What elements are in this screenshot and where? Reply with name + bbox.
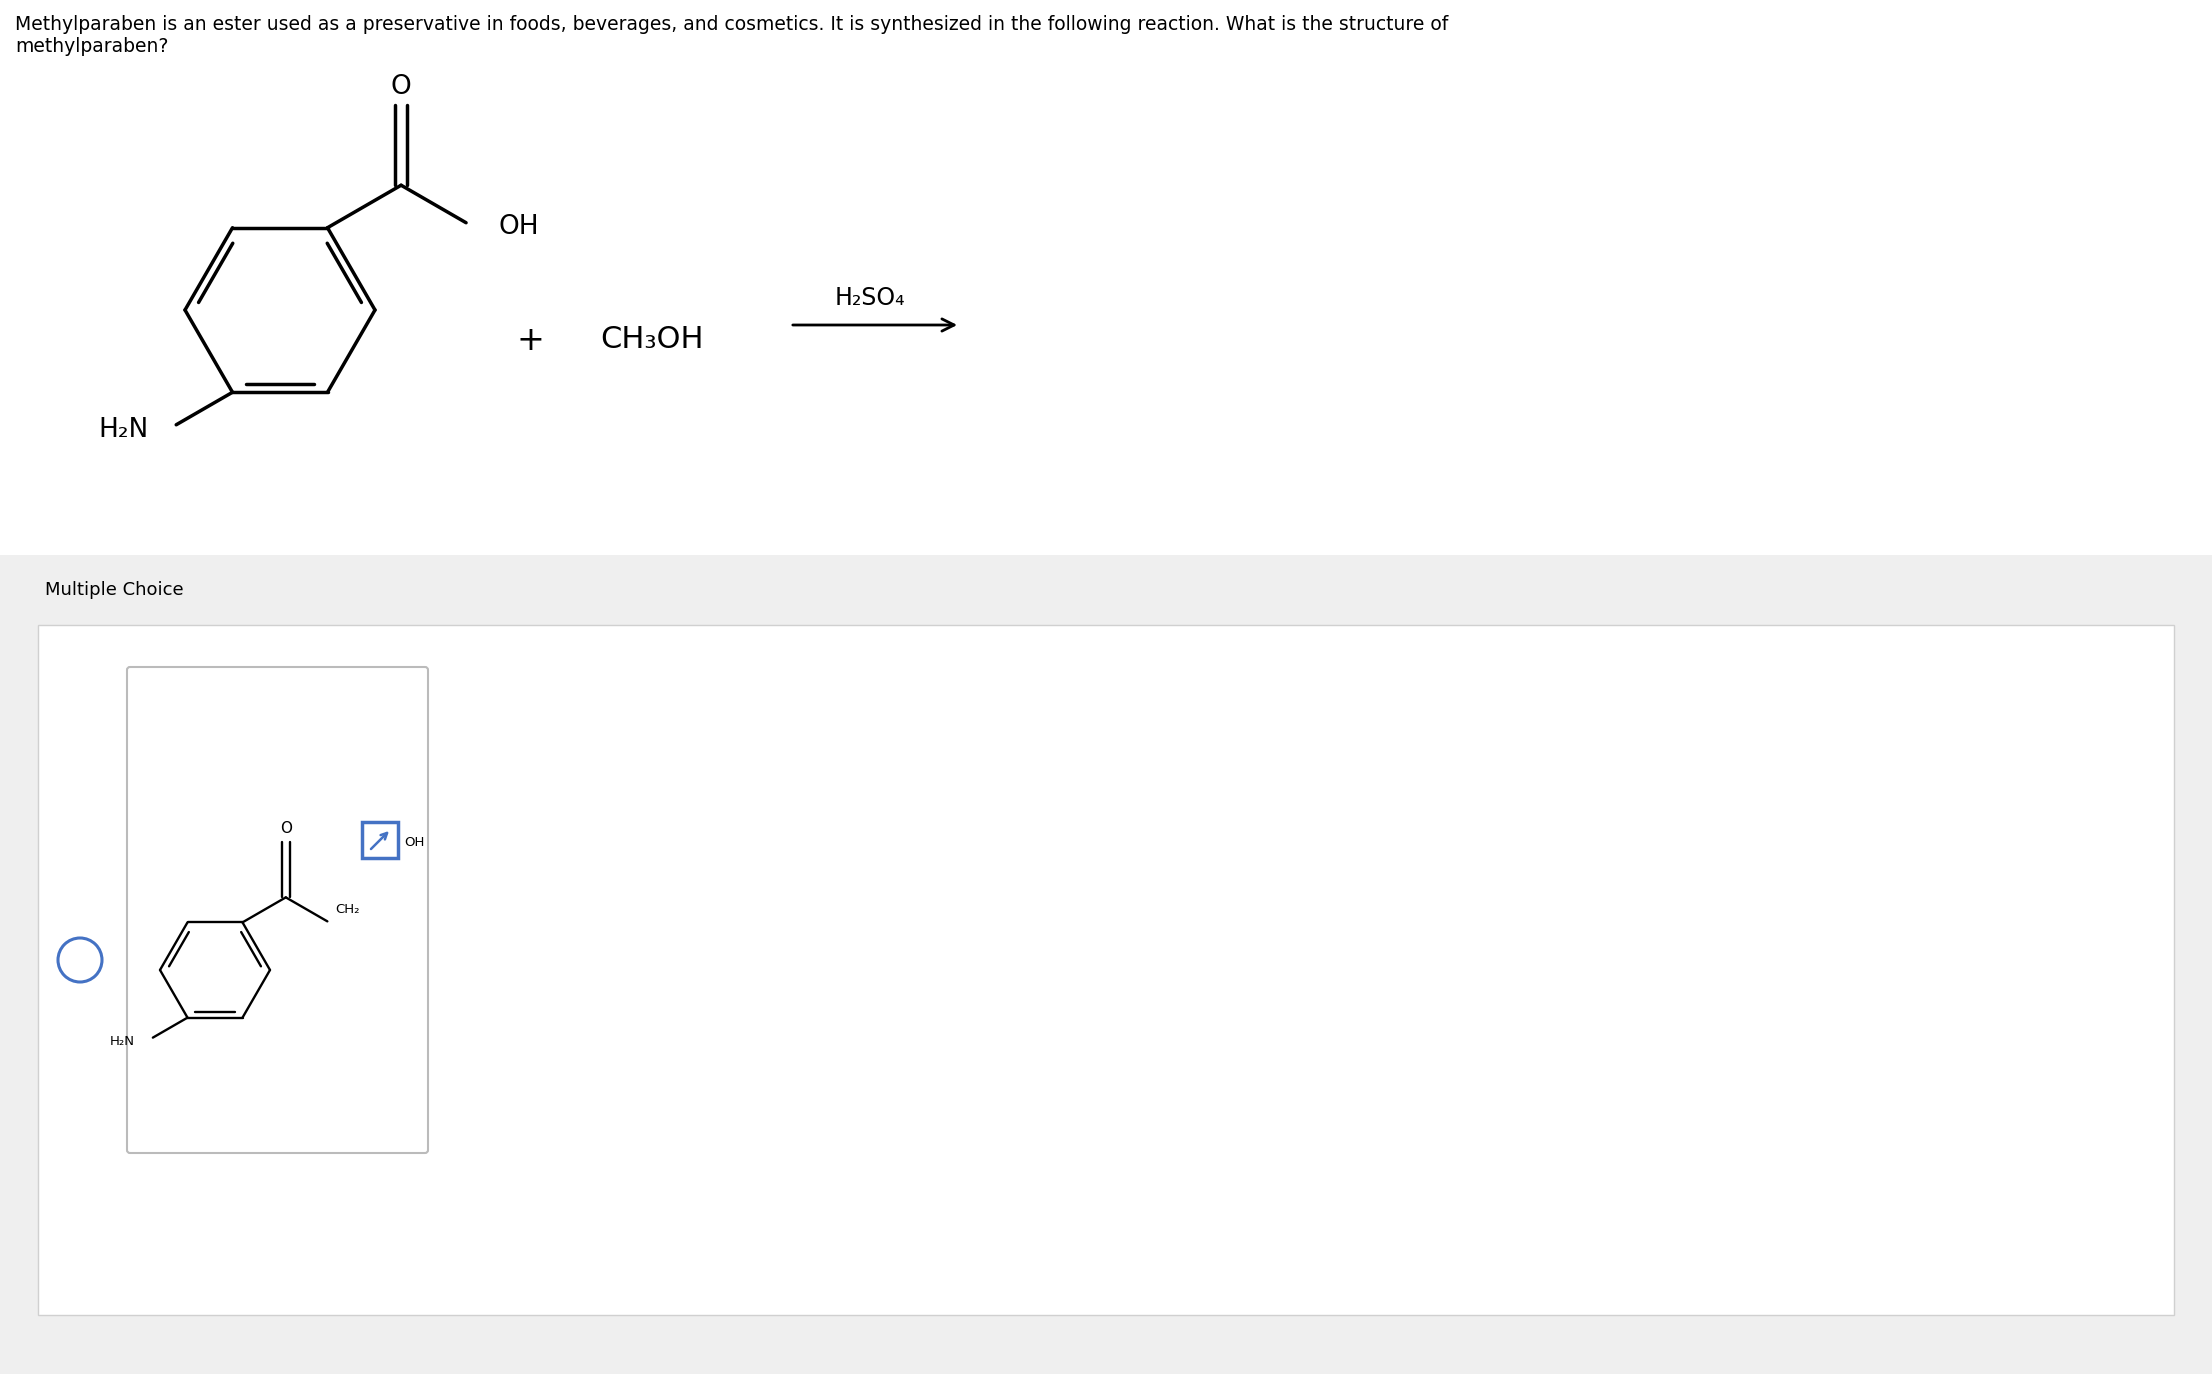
Text: H₂N: H₂N [97,416,148,442]
Text: OH: OH [498,214,540,239]
Bar [0,555,2212,1374]
Text: CH₂: CH₂ [336,903,361,916]
FancyBboxPatch shape [126,666,427,1153]
Text: O: O [279,820,292,835]
Text: Multiple Choice: Multiple Choice [44,581,184,599]
Text: O: O [392,74,411,100]
Bar [363,822,398,857]
Text: CH₃OH: CH₃OH [599,326,703,354]
Text: OH: OH [405,837,425,849]
Text: Methylparaben is an ester used as a preservative in foods, beverages, and cosmet: Methylparaben is an ester used as a pres… [15,15,1449,56]
Bar [38,625,2174,1315]
Text: H₂SO₄: H₂SO₄ [834,286,905,311]
Text: +: + [515,323,544,356]
Text: H₂N: H₂N [111,1035,135,1048]
